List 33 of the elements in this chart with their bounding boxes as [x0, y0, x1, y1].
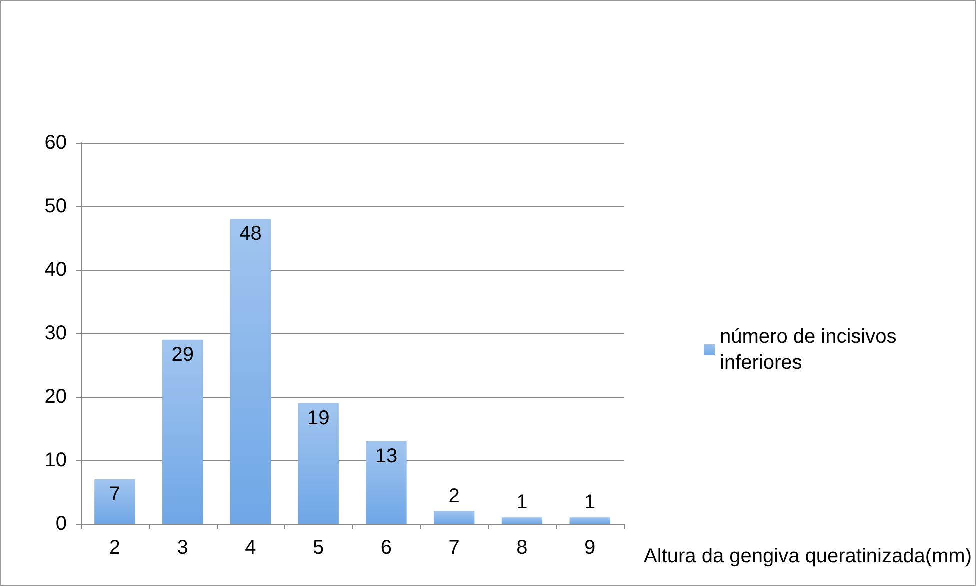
x-tick-label: 9	[584, 537, 596, 559]
data-label: 1	[516, 492, 528, 514]
y-tick-label: 10	[44, 450, 67, 472]
data-label: 48	[240, 223, 262, 246]
bar	[230, 219, 272, 524]
x-tick-label: 2	[109, 537, 121, 559]
bar	[94, 480, 136, 524]
data-label: 7	[109, 484, 121, 506]
data-label: 2	[448, 485, 460, 508]
data-label: 13	[375, 445, 398, 468]
data-label: 19	[307, 407, 330, 430]
bar	[502, 518, 543, 524]
x-tick-label: 4	[245, 537, 256, 559]
y-tick-label: 20	[44, 386, 67, 408]
bar	[570, 518, 610, 524]
bar	[434, 511, 475, 524]
data-label: 29	[172, 344, 194, 366]
x-tick-label: 5	[313, 537, 324, 559]
y-tick-label: 60	[44, 132, 67, 154]
x-tick-label: 6	[380, 537, 392, 559]
y-tick-label: 50	[44, 196, 67, 218]
bar	[366, 441, 407, 524]
y-tick-label: 0	[56, 513, 67, 535]
x-axis-title: Altura da gengiva queratinizada(mm)	[644, 546, 972, 568]
y-tick-label: 40	[44, 259, 67, 281]
x-tick-label: 7	[448, 537, 460, 559]
x-tick-label: 8	[516, 537, 528, 559]
x-tick-label: 3	[177, 537, 188, 559]
bar	[298, 403, 339, 524]
legend-label: número de incisivos inferiores	[720, 326, 902, 374]
y-tick-label: 30	[44, 322, 67, 344]
data-label: 1	[584, 492, 596, 514]
bar	[162, 340, 204, 524]
